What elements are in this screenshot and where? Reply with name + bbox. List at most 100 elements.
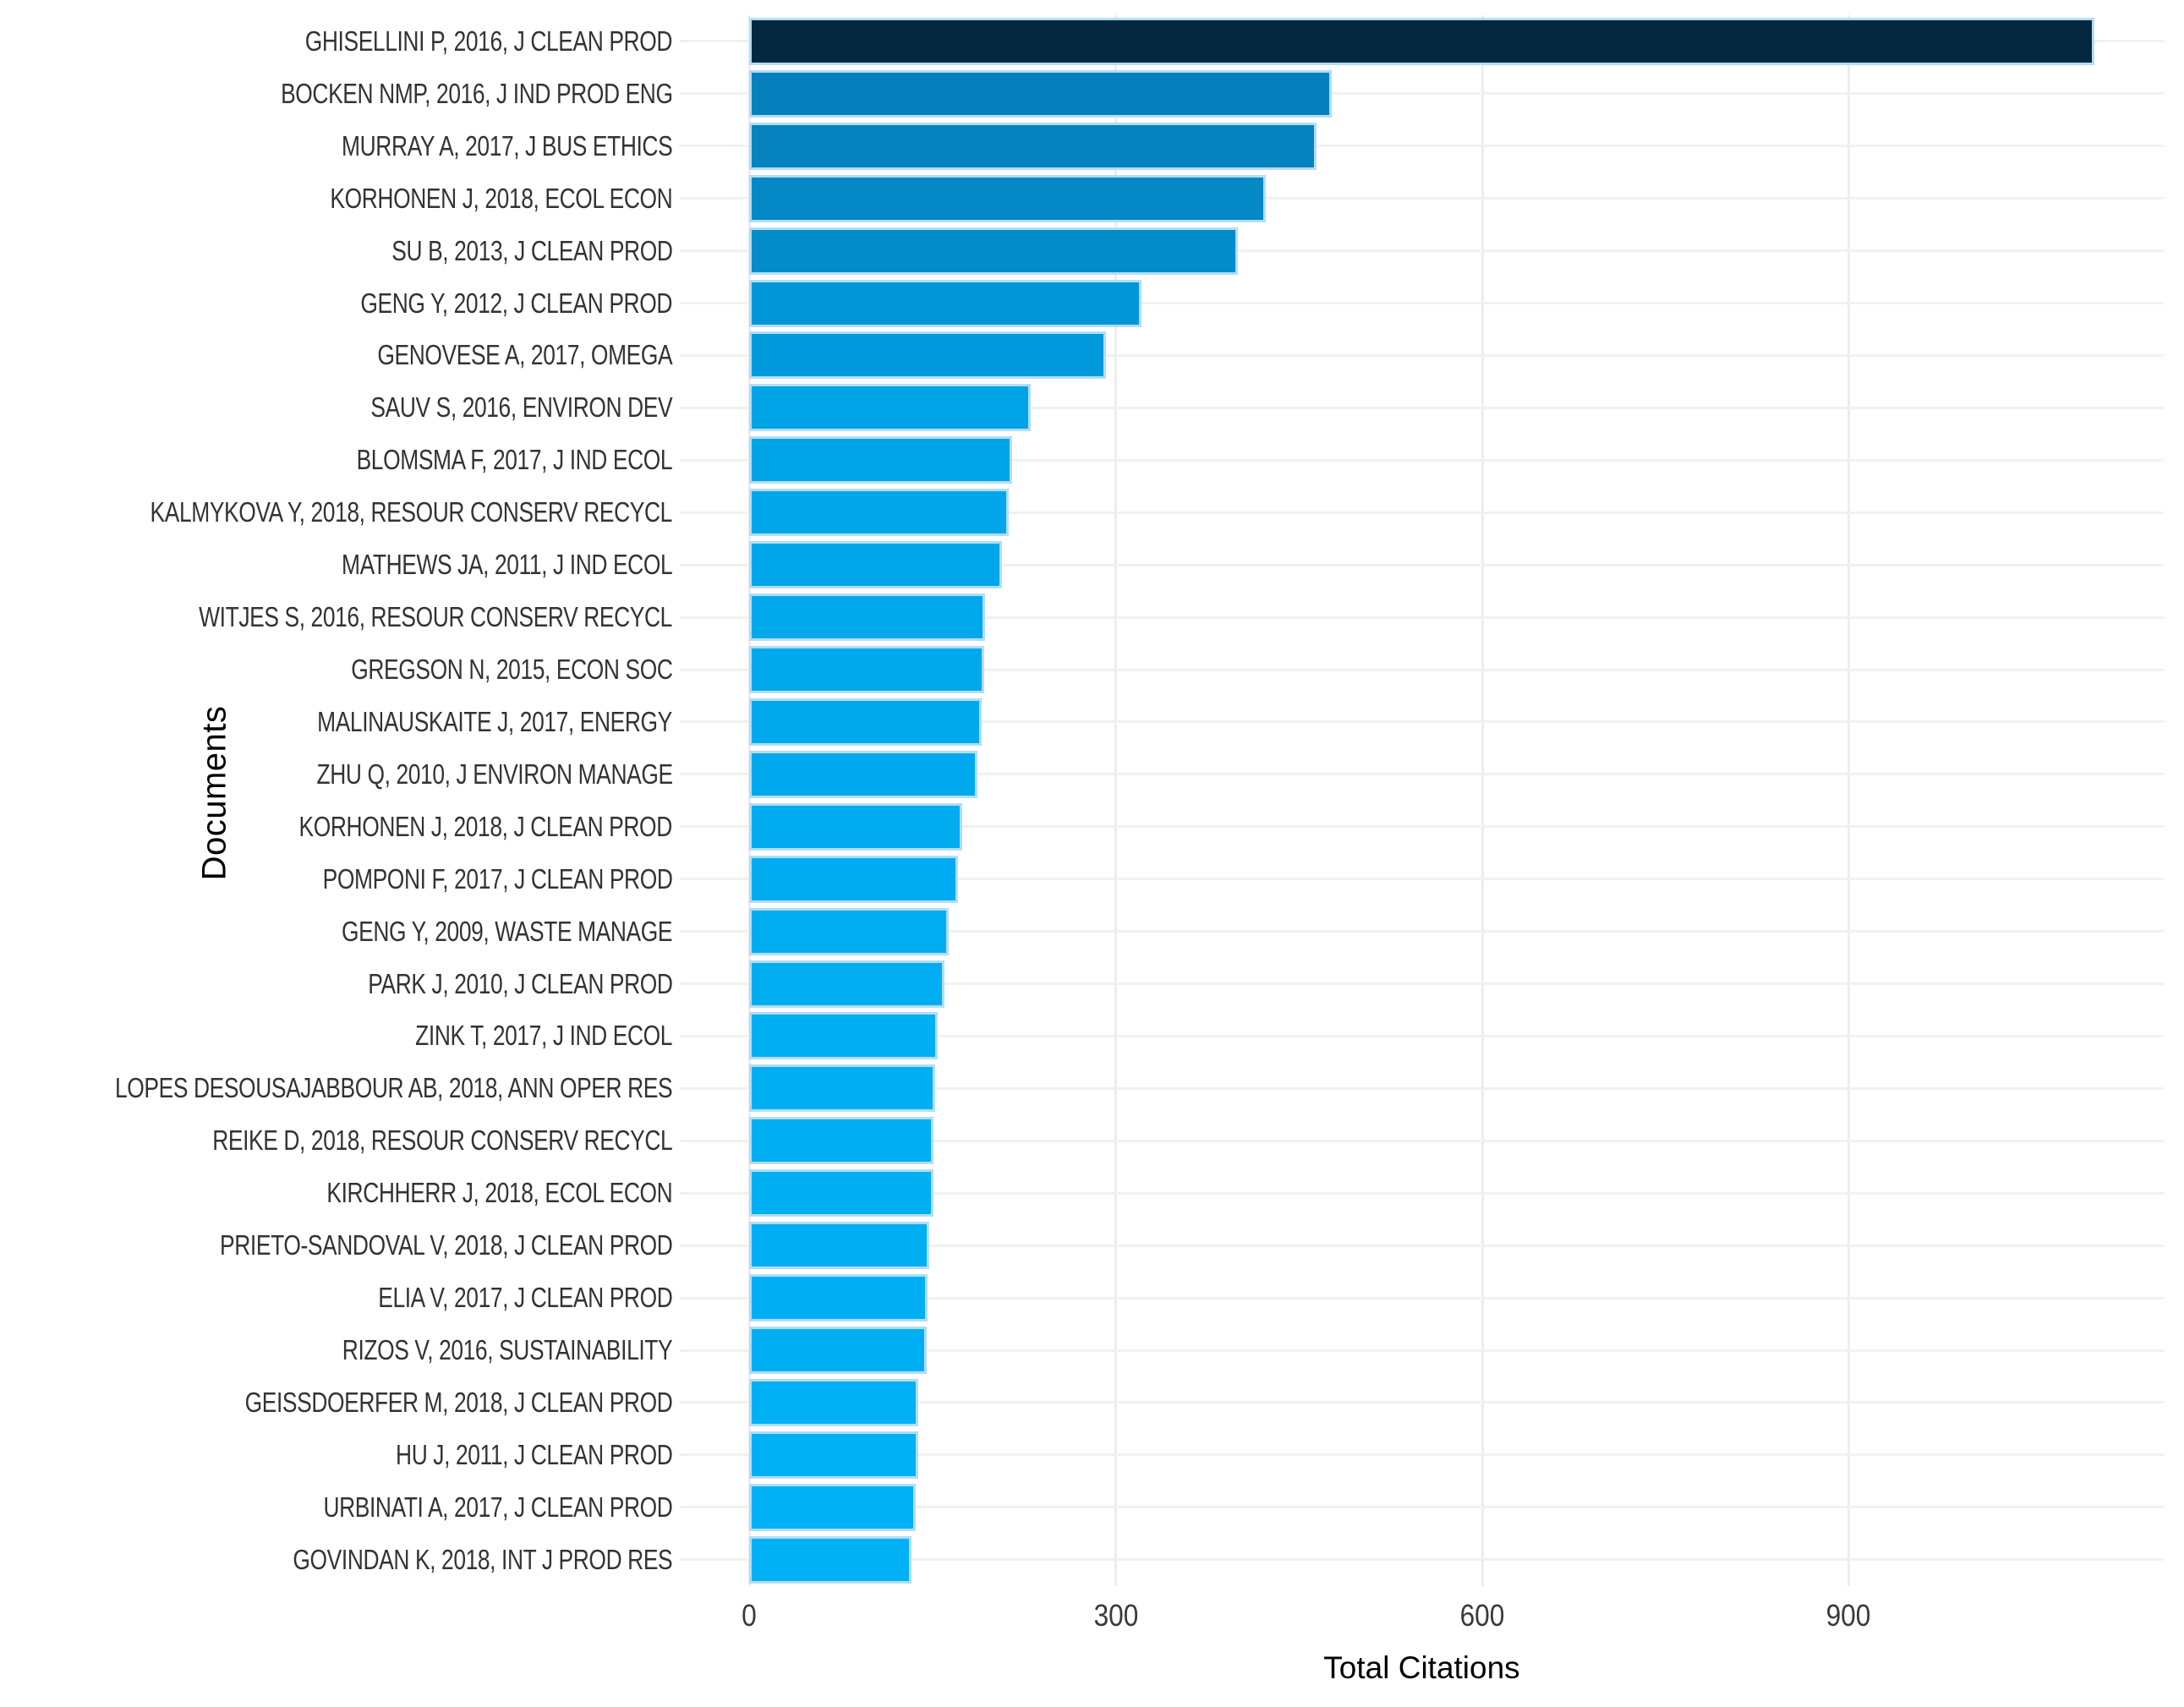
x-axis-title: Total Citations [1323,1650,1520,1685]
horizontal-gridline [680,1191,2164,1195]
horizontal-gridline [680,1401,2164,1404]
bar[interactable] [749,750,978,798]
bar[interactable] [749,174,1267,222]
y-axis-label: MALINAUSKAITE J, 2017, ENERGY [317,705,673,737]
x-axis-ticks: 0 300 600 900 [680,1586,2164,1637]
horizontal-gridline [680,1453,2164,1457]
horizontal-gridline [680,145,2164,148]
y-axis-label: KIRCHHERR J, 2018, ECOL ECON [326,1177,673,1209]
y-axis-label: SAUV S, 2016, ENVIRON DEV [370,391,673,424]
bar[interactable] [749,384,1031,432]
bar[interactable] [749,698,982,746]
bar[interactable] [749,227,1239,275]
bar-row [680,1272,2164,1324]
bar[interactable] [749,1431,918,1479]
bar[interactable] [749,122,1316,170]
y-label-row: GENOVESE A, 2017, OMEGA [0,330,676,382]
y-label-row: MATHEWS JA, 2011, J IND ECOL [0,539,676,591]
bar-row [680,1429,2164,1481]
bar[interactable] [749,907,949,955]
horizontal-gridline [680,825,2164,829]
horizontal-gridline [680,458,2164,462]
x-tick-label: 600 [1459,1598,1505,1633]
bar-row [680,1219,2164,1272]
bar-row [680,958,2164,1010]
y-axis-label: BOCKEN NMP, 2016, J IND PROD ENG [280,77,673,109]
bar[interactable] [749,1169,934,1217]
bar[interactable] [749,594,986,642]
horizontal-gridline [680,563,2164,566]
y-axis-label: KALMYKOVA Y, 2018, RESOUR CONSERV RECYCL [150,496,673,528]
horizontal-gridline [680,930,2164,933]
bar-row [680,1481,2164,1534]
bar[interactable] [749,1535,912,1584]
horizontal-gridline [680,92,2164,96]
bar-row [680,591,2164,643]
vertical-gridline [747,15,751,1586]
horizontal-gridline [680,353,2164,357]
y-label-row: KORHONEN J, 2018, ECOL ECON [0,172,676,225]
y-label-row: WITJES S, 2016, RESOUR CONSERV RECYCL [0,591,676,643]
y-label-row: ELIA V, 2017, J CLEAN PROD [0,1272,676,1324]
y-axis-label: PARK J, 2010, J CLEAN PROD [367,967,673,999]
bar[interactable] [749,1327,927,1374]
y-axis-label: RIZOS V, 2016, SUSTAINABILITY [342,1334,673,1365]
bar[interactable] [749,855,959,903]
y-label-row: ZHU Q, 2010, J ENVIRON MANAGE [0,748,676,801]
y-label-row: PARK J, 2010, J CLEAN PROD [0,958,676,1010]
bar[interactable] [749,331,1107,380]
bar-row [680,1376,2164,1429]
bar-row [680,15,2164,68]
horizontal-gridline [680,616,2164,619]
y-label-row: POMPONI F, 2017, J CLEAN PROD [0,853,676,905]
y-axis-label: HU J, 2011, J CLEAN PROD [395,1438,673,1470]
y-axis-label: GHISELLINI P, 2016, J CLEAN PROD [304,25,673,57]
y-axis-label: POMPONI F, 2017, J CLEAN PROD [322,862,673,895]
x-tick-label: 900 [1825,1598,1871,1633]
y-label-row: KIRCHHERR J, 2018, ECOL ECON [0,1167,676,1219]
y-axis-label: WITJES S, 2016, RESOUR CONSERV RECYCL [199,601,673,633]
y-label-row: GREGSON N, 2015, ECON SOC [0,643,676,696]
x-tick-label: 300 [1093,1598,1139,1633]
bar-row [680,1534,2164,1586]
y-axis-label: GENG Y, 2012, J CLEAN PROD [360,287,673,319]
bar[interactable] [749,436,1012,484]
bar-row [680,1167,2164,1219]
horizontal-gridline [680,302,2164,305]
y-axis-label: MURRAY A, 2017, J BUS ETHICS [341,129,673,161]
y-axis-label: ELIA V, 2017, J CLEAN PROD [378,1282,673,1314]
bar-row [680,801,2164,853]
y-label-row: MURRAY A, 2017, J BUS ETHICS [0,120,676,172]
bar[interactable] [749,1117,934,1165]
bar[interactable] [749,1378,918,1426]
bar[interactable] [749,1483,916,1531]
y-axis-label: KORHONEN J, 2018, J CLEAN PROD [298,810,673,842]
x-tick-label: 0 [742,1598,758,1633]
horizontal-gridline [680,197,2164,200]
bar-row [680,539,2164,591]
bar[interactable] [749,279,1141,327]
bar[interactable] [749,1222,929,1270]
bar[interactable] [749,960,945,1008]
y-axis-label: LOPES DESOUSAJABBOUR AB, 2018, ANN OPER … [115,1072,673,1104]
y-label-row: URBINATI A, 2017, J CLEAN PROD [0,1481,676,1534]
y-axis-label: GOVINDAN K, 2018, INT J PROD RES [293,1543,673,1575]
bar-row [680,68,2164,120]
bar[interactable] [749,646,984,694]
bar[interactable] [749,489,1009,537]
y-axis-label: ZHU Q, 2010, J ENVIRON MANAGE [316,758,673,790]
bar-row [680,643,2164,696]
y-label-row: PRIETO-SANDOVAL V, 2018, J CLEAN PROD [0,1219,676,1272]
bar-row [680,381,2164,434]
bar[interactable] [749,802,962,851]
bar[interactable] [749,541,1003,589]
y-axis-label: GEISSDOERFER M, 2018, J CLEAN PROD [244,1386,673,1418]
y-label-row: SU B, 2013, J CLEAN PROD [0,225,676,277]
bar[interactable] [749,1064,935,1113]
bar[interactable] [749,69,1333,118]
bar[interactable] [749,1012,938,1060]
bar-row [680,748,2164,801]
bar[interactable] [749,1274,928,1322]
y-label-row: KALMYKOVA Y, 2018, RESOUR CONSERV RECYCL [0,486,676,539]
bar[interactable] [749,17,2094,65]
